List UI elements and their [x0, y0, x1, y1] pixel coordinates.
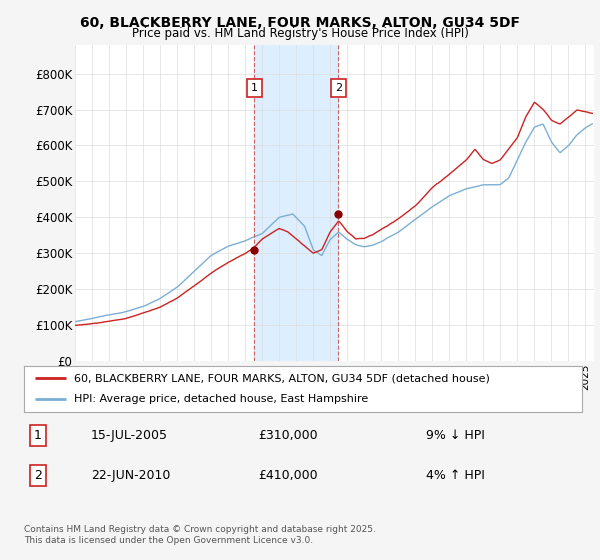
- Text: 15-JUL-2005: 15-JUL-2005: [91, 430, 168, 442]
- Text: 2: 2: [335, 83, 342, 93]
- Text: £410,000: £410,000: [259, 469, 318, 482]
- Text: 2: 2: [34, 469, 42, 482]
- Text: Price paid vs. HM Land Registry's House Price Index (HPI): Price paid vs. HM Land Registry's House …: [131, 27, 469, 40]
- Text: 22-JUN-2010: 22-JUN-2010: [91, 469, 170, 482]
- Text: 60, BLACKBERRY LANE, FOUR MARKS, ALTON, GU34 5DF: 60, BLACKBERRY LANE, FOUR MARKS, ALTON, …: [80, 16, 520, 30]
- Bar: [254, 45, 338, 361]
- Text: 4% ↑ HPI: 4% ↑ HPI: [426, 469, 485, 482]
- Text: HPI: Average price, detached house, East Hampshire: HPI: Average price, detached house, East…: [74, 394, 368, 404]
- Text: 1: 1: [34, 430, 42, 442]
- Text: 1: 1: [251, 83, 258, 93]
- Text: 60, BLACKBERRY LANE, FOUR MARKS, ALTON, GU34 5DF (detached house): 60, BLACKBERRY LANE, FOUR MARKS, ALTON, …: [74, 373, 490, 383]
- Text: Contains HM Land Registry data © Crown copyright and database right 2025.
This d: Contains HM Land Registry data © Crown c…: [24, 525, 376, 545]
- Text: 9% ↓ HPI: 9% ↓ HPI: [426, 430, 485, 442]
- Text: £310,000: £310,000: [259, 430, 318, 442]
